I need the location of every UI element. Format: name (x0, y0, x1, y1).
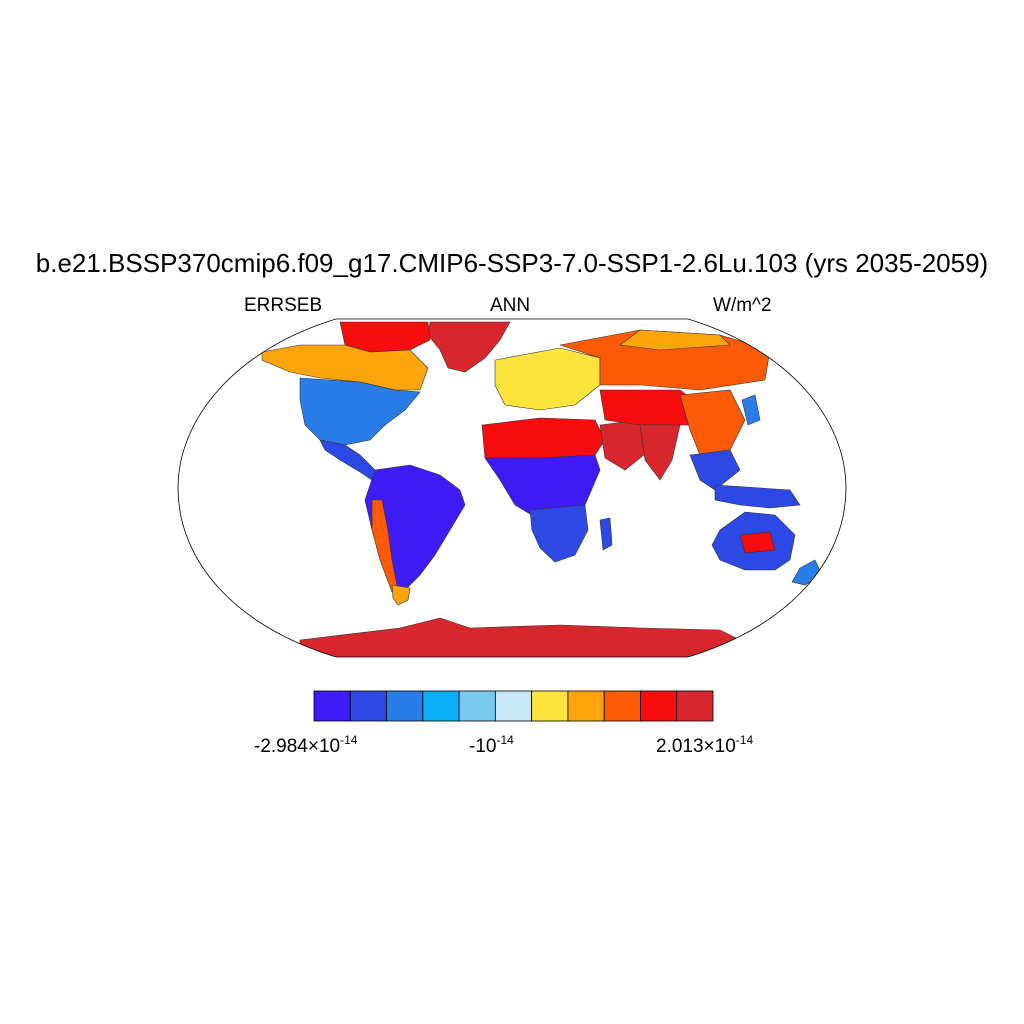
region-canada (261, 344, 429, 391)
region-patagonia (391, 584, 411, 606)
region-madagascar (599, 517, 613, 551)
region-greenland (427, 321, 511, 373)
colorbar-swatch-11 (676, 690, 714, 722)
colorbar-swatch-7 (531, 690, 569, 722)
colorbar-label-max: 2.013×10-14 (656, 733, 754, 757)
region-europe (494, 347, 601, 411)
colorbar-swatch-8 (567, 690, 605, 722)
region-japan (741, 394, 761, 426)
colorbar-swatch-5 (458, 690, 496, 722)
region-china (679, 389, 746, 456)
region-sahara (481, 417, 606, 459)
colorbar-swatch-6 (494, 690, 533, 722)
map-land-layer (261, 321, 823, 657)
colorbar-label-mid: -10-14 (469, 733, 514, 757)
region-indonesia (714, 484, 801, 509)
colorbar (313, 690, 714, 722)
region-india (639, 424, 681, 481)
colorbar-swatch-4 (422, 690, 460, 722)
region-usa (299, 377, 421, 446)
colorbar-label-min: -2.984×10-14 (254, 733, 358, 757)
region-southeast-asia (689, 449, 741, 491)
season-label: ANN (490, 295, 531, 316)
units-label: W/m^2 (713, 295, 772, 316)
colorbar-swatch-1 (313, 690, 351, 722)
region-siberia-north (619, 329, 731, 351)
colorbar-swatch-2 (349, 690, 387, 722)
colorbar-swatch-3 (386, 690, 424, 722)
region-antarctica (299, 617, 741, 657)
colorbar-swatch-9 (603, 690, 641, 722)
map-border (177, 318, 847, 658)
plot-title: b.e21.BSSP370cmip6.f09_g17.CMIP6-SSP3-7.… (35, 248, 989, 278)
variable-label: ERRSEB (244, 295, 323, 316)
region-australia-interior (739, 531, 776, 554)
region-southern-africa (529, 504, 589, 563)
colorbar-swatch-10 (640, 690, 678, 722)
